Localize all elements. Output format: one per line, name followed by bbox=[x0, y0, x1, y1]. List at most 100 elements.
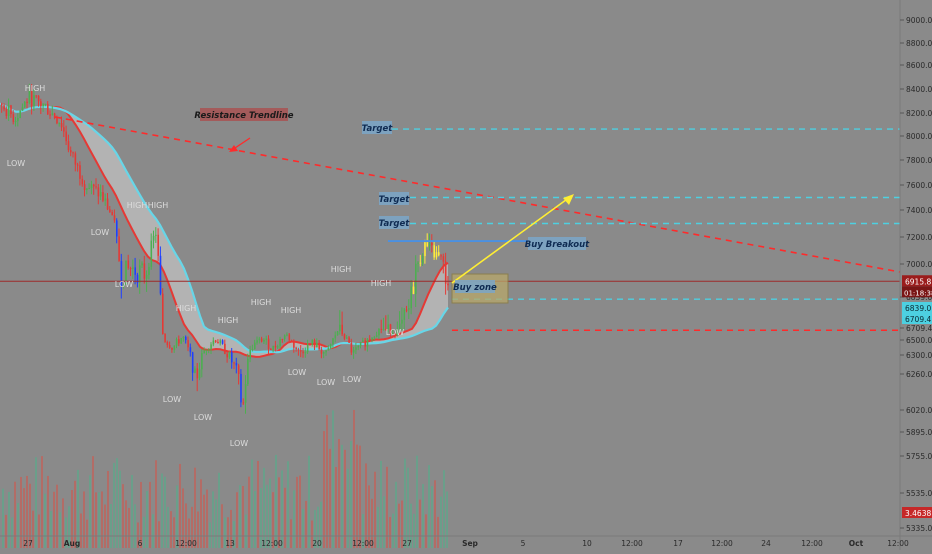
volume-bar bbox=[122, 484, 124, 548]
volume-bar bbox=[197, 511, 199, 548]
time-axis[interactable]: 27 Aug 6 12:00 13 12:00 20 12:00 27 Sep 5 10 12:00 17… bbox=[0, 535, 932, 548]
time-tick-label: 12:00 bbox=[175, 539, 197, 548]
candle-body bbox=[37, 95, 40, 102]
candle-body bbox=[155, 234, 157, 236]
candle-body bbox=[191, 352, 194, 373]
volume-bar bbox=[422, 484, 424, 548]
volume-bar bbox=[368, 485, 370, 548]
volume-bar bbox=[98, 492, 100, 548]
price-tick-label: 7400.0 bbox=[906, 206, 932, 215]
candle-body bbox=[260, 338, 263, 342]
candle-body bbox=[385, 328, 387, 330]
volume-bar bbox=[305, 500, 307, 548]
volume-bar bbox=[104, 504, 106, 548]
volume-bar bbox=[245, 514, 247, 548]
volume-bar bbox=[77, 469, 79, 548]
candle-body bbox=[56, 118, 58, 124]
volume-bar bbox=[311, 520, 313, 548]
volume-bar bbox=[269, 478, 271, 548]
candle-body bbox=[304, 352, 307, 354]
time-tick-label: 20 bbox=[312, 539, 322, 548]
volume-bar bbox=[281, 470, 283, 548]
candle-body bbox=[440, 255, 442, 257]
volume-bar bbox=[356, 444, 358, 548]
volume-bar bbox=[371, 498, 373, 548]
time-tick-label: 24 bbox=[761, 539, 771, 548]
volume-bar bbox=[14, 481, 16, 548]
volume-bar bbox=[425, 514, 427, 548]
candle-body bbox=[42, 104, 44, 107]
candle-body bbox=[290, 340, 293, 342]
candle-body bbox=[355, 347, 357, 350]
candle-body bbox=[410, 286, 412, 309]
volume-bar bbox=[419, 499, 421, 548]
candle-body bbox=[58, 123, 61, 125]
volume-bar bbox=[179, 463, 181, 548]
candle-body bbox=[235, 363, 238, 366]
time-tick-label: 12:00 bbox=[261, 539, 283, 548]
candle-body bbox=[281, 338, 284, 340]
candle-body bbox=[336, 331, 339, 336]
volume-bar bbox=[326, 414, 328, 548]
candle-body bbox=[350, 342, 353, 353]
candle-body bbox=[334, 335, 337, 339]
volume-bar bbox=[170, 511, 172, 548]
candle-body bbox=[210, 344, 212, 350]
candle-body bbox=[214, 340, 217, 342]
candle-body bbox=[44, 103, 47, 105]
volume-bar bbox=[254, 490, 256, 548]
volume-bar bbox=[158, 521, 160, 548]
candle-body bbox=[162, 293, 164, 335]
candle-body bbox=[352, 349, 355, 353]
price-axis[interactable]: 9000.0 8800.0 8600.0 8400.0 8200.0 8000.0 7800… bbox=[899, 0, 932, 550]
volume-bar bbox=[65, 517, 67, 548]
volume-bar bbox=[365, 463, 367, 548]
candle-body bbox=[226, 353, 228, 358]
volume-bar bbox=[248, 476, 250, 548]
candle-body bbox=[401, 319, 403, 324]
volume-bar bbox=[377, 506, 379, 548]
candle-body bbox=[438, 252, 440, 256]
candle-body bbox=[168, 345, 171, 348]
candle-body bbox=[224, 343, 226, 354]
volume-bar bbox=[296, 476, 298, 548]
candle-body bbox=[447, 283, 449, 286]
candle-body bbox=[320, 349, 323, 354]
volume-bar bbox=[155, 460, 157, 548]
candle-body bbox=[118, 236, 120, 261]
level-label: 6709.4 bbox=[905, 315, 931, 324]
candle-body bbox=[267, 338, 270, 349]
candle-body bbox=[221, 340, 224, 344]
candle-body bbox=[113, 215, 116, 221]
price-tick-label: 5895.0 bbox=[906, 428, 932, 437]
candle-body bbox=[415, 263, 417, 295]
candle-body bbox=[203, 350, 205, 354]
price-tick-label: 7200.0 bbox=[906, 233, 932, 242]
volume-bar bbox=[374, 471, 376, 548]
candle-body bbox=[14, 121, 17, 123]
high-label: HIGH bbox=[371, 279, 392, 288]
volume-bar bbox=[167, 506, 169, 548]
volume-bar bbox=[152, 514, 154, 548]
volume-bar bbox=[92, 456, 94, 548]
volume-bar bbox=[20, 476, 22, 548]
time-tick-label: 12:00 bbox=[711, 539, 733, 548]
candle-body bbox=[256, 340, 258, 343]
volume-bar bbox=[227, 517, 229, 548]
candle-body bbox=[311, 339, 314, 345]
candle-body bbox=[175, 339, 178, 346]
candle-body bbox=[242, 402, 245, 404]
volume-bar bbox=[314, 510, 316, 548]
volume-bar bbox=[413, 513, 415, 548]
candle-body bbox=[166, 342, 169, 346]
price-tick-label: 6020.0 bbox=[906, 406, 932, 415]
volume-bar bbox=[68, 506, 70, 548]
volume-bar bbox=[116, 458, 118, 548]
time-tick-label: Sep bbox=[462, 539, 478, 548]
candle-body bbox=[148, 266, 150, 275]
candle-body bbox=[237, 365, 240, 374]
volume-bar bbox=[86, 519, 88, 548]
volume-bar bbox=[320, 501, 322, 548]
